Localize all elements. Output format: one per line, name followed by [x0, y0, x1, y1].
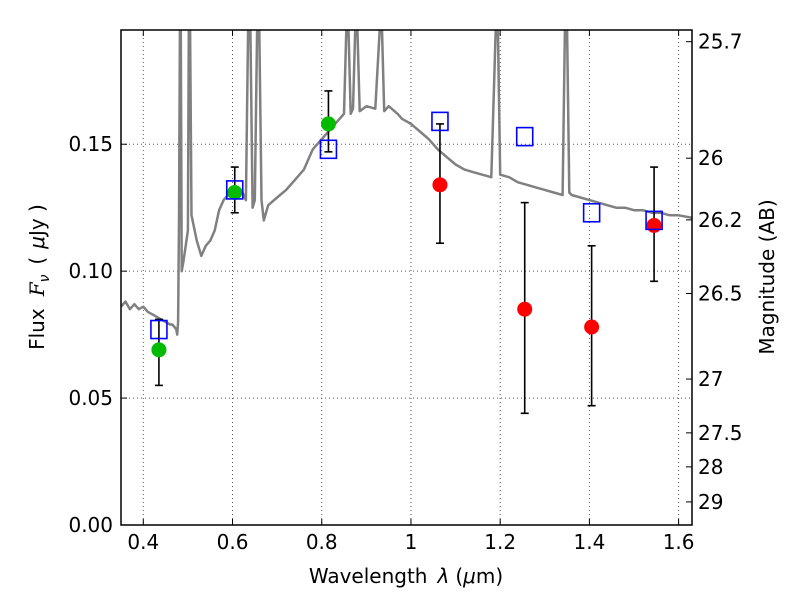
x-tick-label: 0.8 [306, 530, 338, 554]
model-flux-square [431, 111, 449, 132]
y2-tick-label: 29 [698, 490, 723, 514]
y2-tick-label: 27 [698, 367, 723, 391]
model-flux-square [515, 126, 534, 147]
y-tick-label: 0.00 [68, 513, 113, 537]
data-point-observed_red [517, 301, 533, 317]
y2-tick-label: 26.2 [698, 208, 743, 232]
y2-axis-label: Magnitude (AB) [755, 199, 779, 354]
data-point-observed_red [432, 177, 448, 193]
data-point-observed_green [151, 342, 167, 358]
x-tick-label: 0.6 [217, 530, 249, 554]
axes-ticks: 0.4 0.6 0.8 1 1.2 1.4 1.6 0.00 0.05 0.10 0.15 25.7 2… [68, 30, 742, 554]
x-axis-label: Wavelength λ (μm) [309, 564, 503, 588]
y-tick-label: 0.15 [68, 132, 113, 156]
y2-tick-label: 28 [698, 455, 723, 479]
model-flux-square [582, 202, 601, 223]
plot-area [121, 30, 692, 415]
y2-tick-label: 26.5 [698, 281, 743, 305]
x-tick-label: 0.4 [127, 530, 159, 554]
grid [121, 30, 692, 525]
model-flux-square [645, 210, 663, 231]
y2-tick-label: 27.5 [698, 421, 743, 445]
data-point-observed_red [584, 319, 600, 335]
y2-tick-label: 26 [698, 146, 723, 170]
data-point-observed_green [320, 116, 336, 132]
plot-frame [120, 29, 693, 526]
y2-tick-label: 25.7 [698, 30, 743, 54]
x-tick-label: 1.2 [484, 530, 516, 554]
y-axis-label: FluxFν(μJy ) [25, 204, 53, 350]
x-tick-label: 1.4 [573, 530, 605, 554]
model-flux-square [225, 180, 244, 200]
model-flux-square [319, 139, 338, 160]
x-tick-label: 1 [405, 530, 418, 554]
y-tick-label: 0.05 [68, 386, 113, 410]
model-flux-square [150, 319, 168, 340]
x-tick-label: 1.6 [663, 530, 695, 554]
model-spectrum-line [121, 30, 692, 336]
data-point-observed_green [227, 184, 243, 200]
data-point-observed_red [646, 217, 662, 233]
y-tick-label: 0.10 [68, 259, 113, 283]
